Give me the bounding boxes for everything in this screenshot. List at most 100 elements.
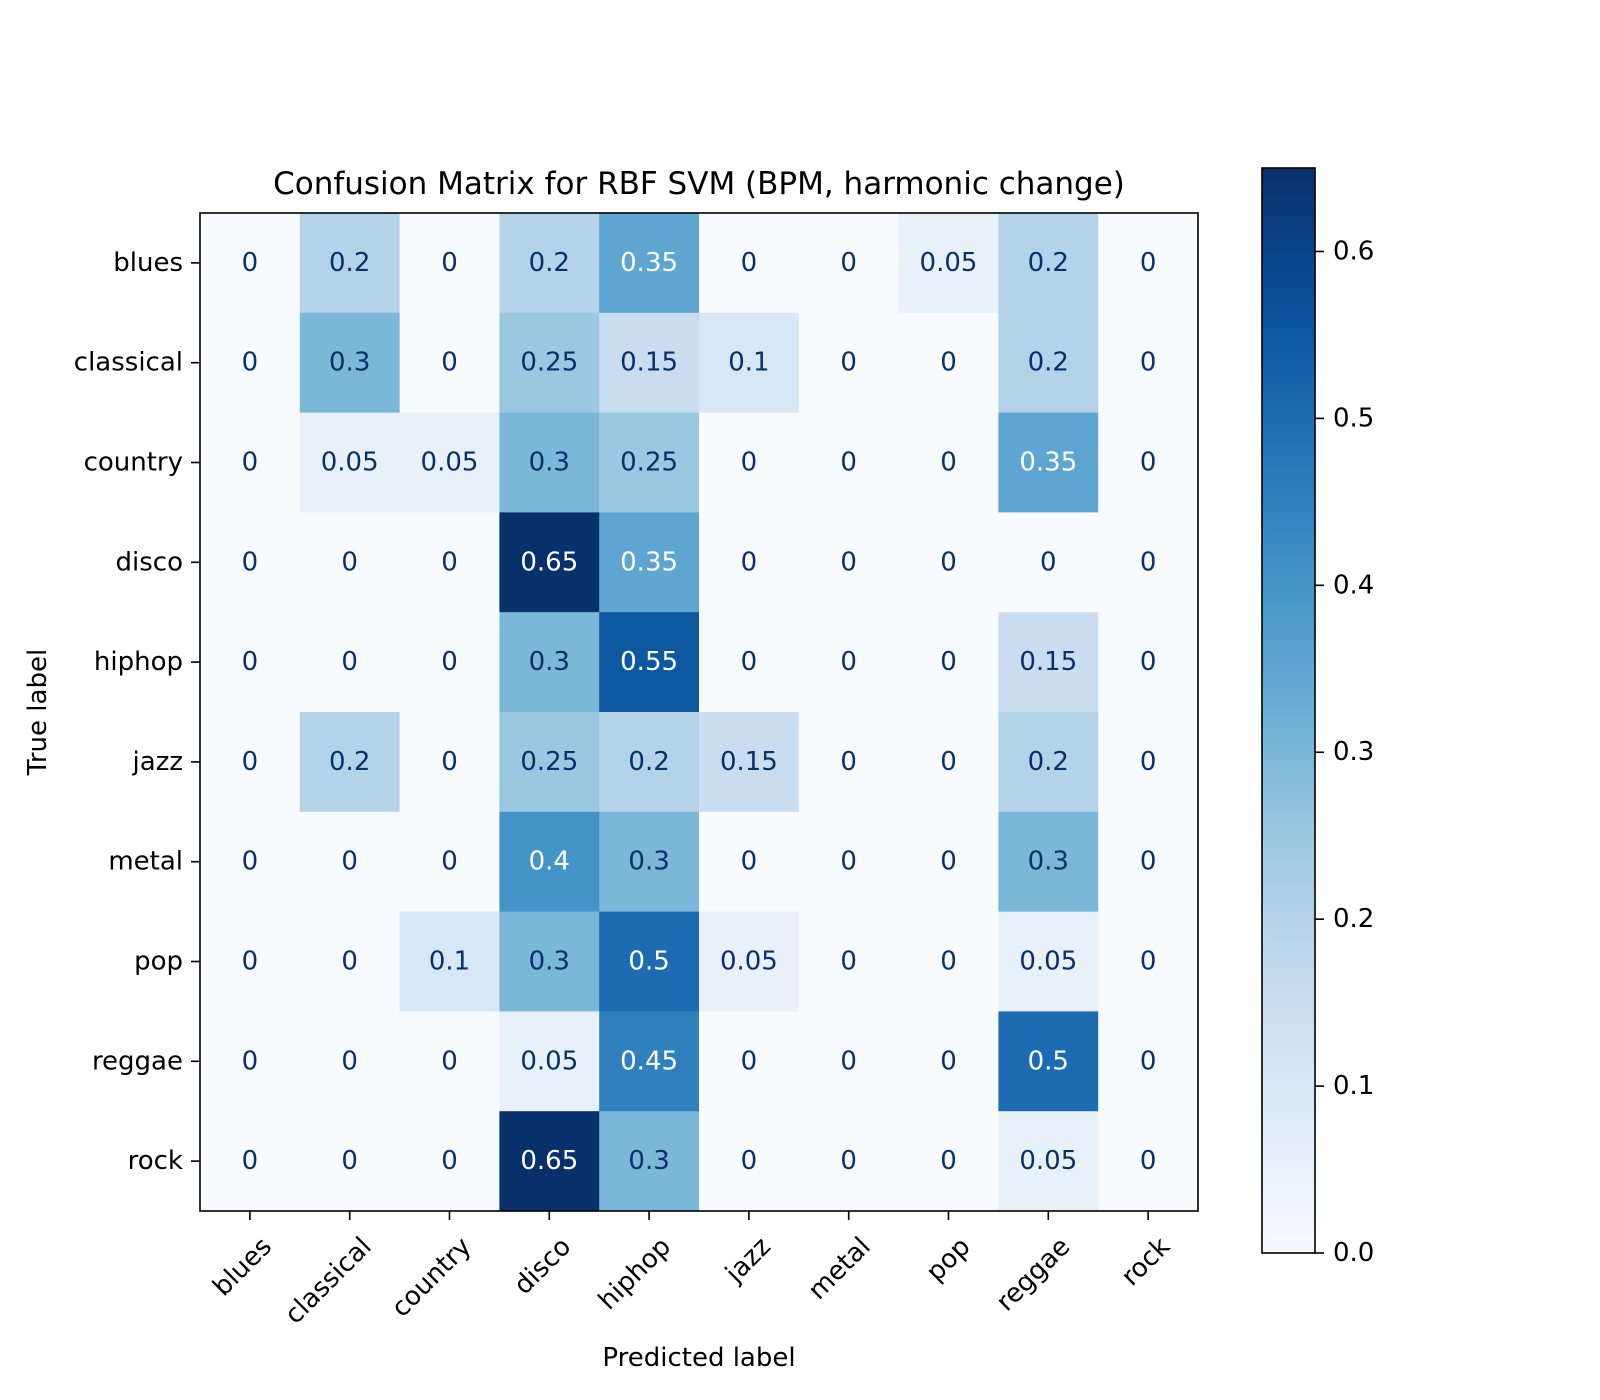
cell-value-label: 0.65	[520, 1146, 578, 1176]
cell-value-label: 0	[441, 248, 458, 278]
cell-hiphop-pop	[898, 612, 999, 713]
x-tick-label: classical	[279, 1232, 377, 1330]
cell-value-label: 0	[940, 1146, 957, 1176]
colorbar-ticks: 0.0 0.1 0.2 0.3 0.4 0.5 0.6	[1315, 236, 1374, 1268]
cell-pop-pop	[898, 911, 999, 1012]
cell-reggae-rock	[1098, 1011, 1199, 1112]
colorbar-tick-label: 0.0	[1333, 1238, 1374, 1268]
cell-value-label: 0.3	[329, 348, 370, 378]
cell-value-label: 0	[242, 448, 259, 478]
cell-blues-metal	[798, 213, 900, 314]
cell-value-labels: 0 0.2 0 0.2 0.35 0 0 0.05 0.2 0 0 0.3 0 0.25 0.15 0.1 0 0…	[242, 248, 1157, 1176]
heatmap-cells	[200, 213, 1199, 1212]
x-tick-label: jazz	[719, 1232, 777, 1290]
cell-value-label: 0	[1140, 1046, 1157, 1076]
colorbar-tick-label: 0.6	[1333, 236, 1374, 266]
cell-value-label: 0.25	[520, 747, 578, 777]
cell-disco-rock	[1098, 512, 1199, 613]
cell-value-label: 0	[341, 547, 358, 577]
cell-value-label: 0	[242, 248, 259, 278]
cell-pop-blues	[200, 911, 301, 1012]
cell-value-label: 0	[741, 547, 758, 577]
cell-pop-metal	[798, 911, 900, 1012]
plot-frame	[199, 212, 1199, 1212]
cell-value-label: 0.05	[920, 248, 978, 278]
cell-value-label: 0	[1140, 348, 1157, 378]
cell-pop-country	[399, 911, 500, 1012]
cell-value-label: 0.35	[620, 248, 678, 278]
cell-value-label: 0	[840, 348, 857, 378]
cell-metal-country	[399, 811, 500, 913]
cell-value-label: 0	[840, 747, 857, 777]
cell-value-label: 0	[840, 1146, 857, 1176]
cell-value-label: 0.2	[1028, 747, 1069, 777]
cell-value-label: 0.2	[628, 747, 669, 777]
y-tick-label: reggae	[92, 1046, 183, 1076]
y-tick-label: pop	[134, 947, 183, 977]
cell-country-disco	[499, 412, 600, 513]
colorbar-tick-label: 0.4	[1333, 570, 1374, 600]
cell-country-country	[399, 412, 500, 513]
cell-rock-pop	[898, 1111, 999, 1212]
cell-classical-disco	[499, 312, 600, 414]
cell-hiphop-metal	[798, 612, 900, 713]
cell-metal-reggae	[998, 811, 1099, 913]
cell-pop-rock	[1098, 911, 1199, 1012]
cell-rock-hiphop	[599, 1111, 700, 1212]
cell-value-label: 0	[840, 847, 857, 877]
cell-value-label: 0.2	[329, 747, 370, 777]
cell-value-label: 0.35	[620, 547, 678, 577]
cell-classical-rock	[1098, 312, 1199, 414]
cell-reggae-jazz	[699, 1011, 800, 1112]
cell-value-label: 0.15	[1019, 647, 1077, 677]
cell-country-pop	[898, 412, 999, 513]
cell-metal-classical	[299, 811, 401, 913]
cell-value-label: 0.45	[620, 1046, 678, 1076]
cell-value-label: 0	[1140, 547, 1157, 577]
cell-value-label: 0	[840, 647, 857, 677]
cell-value-label: 0.3	[628, 1146, 669, 1176]
cell-blues-disco	[499, 213, 600, 314]
cell-value-label: 0	[341, 1046, 358, 1076]
cell-classical-country	[399, 312, 500, 414]
cell-blues-blues	[200, 213, 301, 314]
colorbar-tick-label: 0.3	[1333, 737, 1374, 767]
cell-value-label: 0.65	[520, 547, 578, 577]
cell-hiphop-classical	[299, 612, 401, 713]
x-tick-label: pop	[921, 1232, 977, 1288]
y-axis-label: True label	[23, 649, 53, 776]
cell-blues-reggae	[998, 213, 1099, 314]
cell-country-reggae	[998, 412, 1099, 513]
y-tick-label: classical	[74, 348, 183, 378]
cell-value-label: 0.1	[728, 348, 769, 378]
x-tick-label: blues	[207, 1232, 278, 1303]
cell-classical-jazz	[699, 312, 800, 414]
cell-hiphop-jazz	[699, 612, 800, 713]
cell-value-label: 0	[940, 847, 957, 877]
cell-value-label: 0	[441, 747, 458, 777]
cell-value-label: 0	[1140, 448, 1157, 478]
x-tick-label: disco	[508, 1232, 577, 1301]
cell-value-label: 0	[1140, 747, 1157, 777]
cell-value-label: 0.05	[321, 448, 379, 478]
cell-value-label: 0	[840, 947, 857, 977]
colorbar-tick-label: 0.2	[1333, 904, 1374, 934]
cell-metal-pop	[898, 811, 999, 913]
cell-classical-pop	[898, 312, 999, 414]
cell-value-label: 0	[242, 1046, 259, 1076]
cell-reggae-pop	[898, 1011, 999, 1112]
cell-value-label: 0	[341, 847, 358, 877]
cell-value-label: 0	[341, 947, 358, 977]
cell-value-label: 0	[741, 647, 758, 677]
cell-value-label: 0	[441, 847, 458, 877]
x-tick-label: hiphop	[593, 1232, 677, 1316]
cell-value-label: 0	[940, 1046, 957, 1076]
cell-value-label: 0	[242, 348, 259, 378]
cell-value-label: 0.1	[429, 947, 470, 977]
cell-value-label: 0	[741, 448, 758, 478]
cell-disco-jazz	[699, 512, 800, 613]
chart-title: Confusion Matrix for RBF SVM (BPM, harmo…	[273, 166, 1125, 202]
cell-disco-hiphop	[599, 512, 700, 613]
cell-value-label: 0	[840, 1046, 857, 1076]
cell-value-label: 0	[242, 1146, 259, 1176]
